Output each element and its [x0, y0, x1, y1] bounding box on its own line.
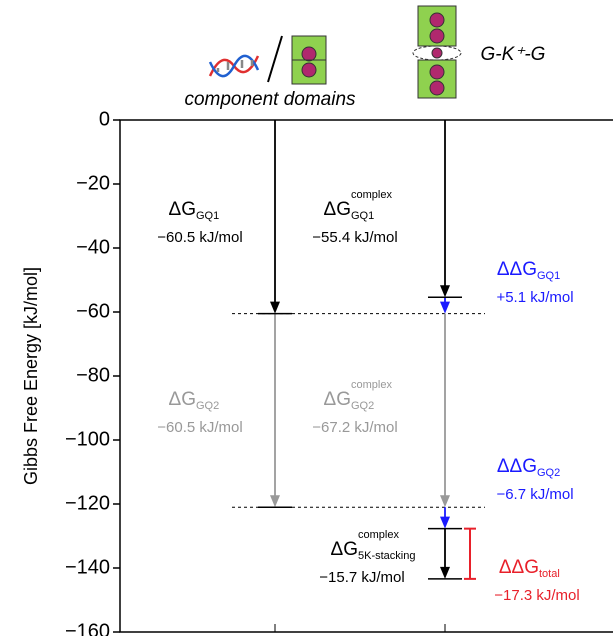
arrow-head [440, 495, 450, 508]
label-symbol: ΔΔG [497, 456, 537, 477]
label-subscript: GQ1 [537, 270, 560, 282]
label-subscript: 5K-stacking [358, 550, 415, 562]
arrow-head [270, 301, 280, 314]
y-tick-label: −80 [76, 364, 110, 386]
value-label: −15.7 kJ/mol [319, 569, 404, 586]
label-subscript: GQ2 [196, 400, 219, 412]
dna-icon [208, 54, 260, 78]
arrow-head [440, 285, 450, 298]
y-axis-label: Gibbs Free Energy [kJ/mol] [21, 267, 41, 485]
label-subscript: GQ2 [537, 467, 560, 479]
label-symbol: ΔΔG [497, 259, 537, 280]
label-subscript: total [539, 568, 560, 580]
label-symbol: ΔG [324, 389, 351, 410]
label-symbol: ΔG [169, 389, 196, 410]
value-label: −17.3 kJ/mol [494, 587, 579, 604]
label-superscript: complex [358, 529, 399, 541]
label-superscript: complex [351, 189, 392, 201]
arrow-head [440, 566, 450, 579]
label-symbol: ΔG [324, 199, 351, 220]
label-subscript: GQ1 [196, 210, 219, 222]
label-superscript: complex [351, 379, 392, 391]
label-subscript: GQ2 [351, 400, 374, 412]
label-symbol: ΔΔG [499, 557, 539, 578]
y-tick-label: −100 [65, 428, 110, 450]
y-tick-label: −120 [65, 492, 110, 514]
value-label: −55.4 kJ/mol [312, 229, 397, 246]
value-label: −6.7 kJ/mol [496, 486, 573, 503]
label-symbol: ΔG [169, 199, 196, 220]
slash [267, 35, 283, 83]
arrow-head [270, 495, 280, 508]
y-tick-label: −140 [65, 556, 110, 578]
column-label: component domains [184, 89, 356, 110]
column-label: G-K⁺-G [481, 44, 546, 65]
label-symbol: ΔG [331, 539, 358, 560]
value-label: −60.5 kJ/mol [157, 419, 242, 436]
arrow-head [440, 301, 450, 314]
label-subscript: GQ1 [351, 210, 374, 222]
y-tick-label: −40 [76, 236, 110, 258]
y-tick-label: −60 [76, 300, 110, 322]
y-tick-label: 0 [99, 108, 110, 130]
arrow-head [440, 516, 450, 529]
value-label: −60.5 kJ/mol [157, 229, 242, 246]
quadruplex-icon [291, 35, 327, 85]
value-label: +5.1 kJ/mol [496, 289, 573, 306]
y-tick-label: −160 [65, 620, 110, 636]
y-tick-label: −20 [76, 172, 110, 194]
value-label: −67.2 kJ/mol [312, 419, 397, 436]
complex-icon [412, 5, 462, 99]
